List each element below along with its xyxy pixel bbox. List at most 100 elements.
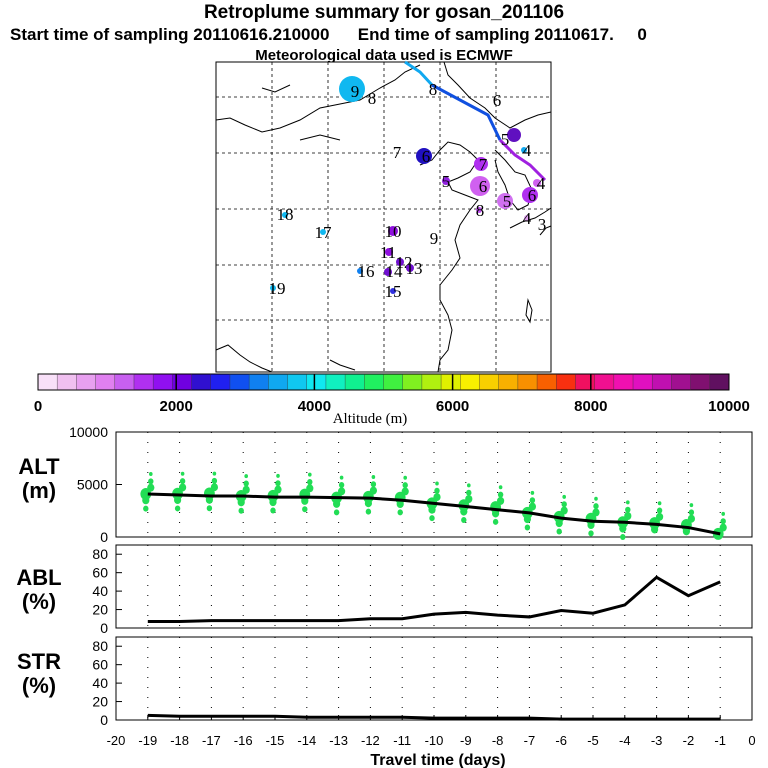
map-point-marker — [416, 148, 432, 164]
plume-particle — [687, 514, 696, 523]
trajectory-lines — [404, 60, 547, 182]
map-point-label: 4 — [523, 209, 532, 228]
map-point-marker — [406, 264, 414, 272]
map-point: 17 — [315, 223, 333, 242]
map-point-label: 9 — [430, 229, 439, 248]
map-point-label: 5 — [503, 192, 512, 211]
map-point: 10 — [385, 222, 402, 241]
plume-particle — [529, 497, 536, 504]
colorbar-swatch — [613, 374, 634, 390]
map-point-label: 8 — [476, 201, 485, 220]
plume-particle — [467, 483, 471, 488]
colorbar-swatch — [690, 374, 711, 390]
x-tick-label: -12 — [361, 733, 380, 748]
plume-particle — [333, 509, 340, 516]
y-tick-label: 0 — [100, 712, 108, 728]
plume-particle — [720, 518, 726, 525]
y-tick-label: 60 — [92, 565, 108, 581]
colorbar-swatch — [517, 374, 538, 390]
x-tick-label: -19 — [138, 733, 157, 748]
y-tick-label: 0 — [100, 620, 108, 636]
colorbar-tick-label: 2000 — [160, 398, 193, 415]
map-point-label: 14 — [386, 262, 404, 281]
map-point: 15 — [385, 282, 402, 301]
plume-particle — [333, 499, 341, 508]
plume-particle — [338, 487, 346, 496]
map-point: 4 — [521, 141, 532, 160]
map-gridlines — [216, 62, 551, 372]
plume-particle — [561, 501, 567, 508]
plume-particle — [147, 483, 155, 492]
map-point: 5 — [497, 192, 513, 211]
x-tick-label: -9 — [460, 733, 472, 748]
plume-particle — [560, 506, 568, 515]
colorbar-swatch — [325, 374, 346, 390]
map-point-label: 3 — [538, 215, 547, 234]
map-point-marker — [524, 215, 530, 221]
plume-particle — [428, 505, 436, 514]
x-tick-label: -10 — [425, 733, 444, 748]
plume-particle — [179, 478, 186, 485]
coastline-japan — [509, 207, 552, 236]
plume-particle — [401, 487, 409, 496]
plume-particle — [556, 528, 562, 535]
x-tick-label: -7 — [524, 733, 536, 748]
map-point-label: 16 — [358, 262, 375, 281]
plume-particle — [620, 534, 626, 540]
map-point: 3 — [538, 215, 547, 234]
y-tick-label: 20 — [92, 694, 108, 710]
y-axis-title: ALT — [18, 454, 60, 479]
plume-particle — [688, 509, 695, 516]
map-point: 7 — [393, 143, 402, 162]
colorbar-swatch — [575, 374, 596, 390]
y-axis-title: (%) — [22, 673, 56, 698]
plume-particle — [593, 503, 599, 510]
colorbar-swatch — [652, 374, 672, 390]
plume-particle — [651, 525, 659, 534]
abl-line — [147, 575, 721, 624]
plume-particle — [212, 471, 217, 476]
colorbar-swatch — [229, 374, 250, 390]
colorbar-swatch — [57, 374, 77, 390]
map-point-label: 15 — [385, 282, 402, 301]
end-time-label: End time of sampling 20110617. — [357, 25, 614, 44]
coastline-bohai — [419, 141, 479, 373]
coastline-interior — [261, 84, 341, 141]
plume-particle — [180, 471, 185, 476]
colorbar-swatch — [460, 374, 480, 390]
map-point: 4 — [523, 209, 532, 228]
plume-particle — [492, 518, 499, 525]
colorbar-swatch — [556, 374, 576, 390]
map-point-label: 10 — [385, 222, 402, 241]
y-tick-label: 80 — [92, 638, 108, 654]
colorbar-swatch — [133, 374, 154, 390]
map-point: 5 — [501, 128, 521, 149]
plume-particle — [429, 515, 435, 522]
map-point-label: 6 — [528, 186, 537, 205]
map-point-marker — [339, 76, 365, 102]
plume-particle — [619, 524, 627, 533]
x-tick-label: -17 — [202, 733, 221, 748]
plume-particle — [719, 523, 727, 532]
plume-particle — [179, 483, 187, 492]
map-point-marker — [442, 177, 450, 185]
plume-particle — [140, 487, 152, 500]
colorbar-swatch — [306, 374, 327, 390]
x-tick-label: -18 — [170, 733, 189, 748]
plume-particle — [302, 506, 308, 513]
plume-particle — [244, 474, 248, 479]
map-point-marker — [470, 176, 490, 196]
y-tick-label: 40 — [92, 675, 108, 691]
colorbar-tick-label: 10000 — [708, 398, 750, 415]
plume-particle — [592, 508, 600, 517]
plume-particle — [269, 498, 277, 507]
plume-particle — [338, 482, 345, 489]
abl-panel: 80 60 40 20 0 ABL(%) — [16, 544, 753, 636]
map-point: 11 — [380, 243, 396, 262]
y-axis-title: STR — [17, 649, 61, 674]
plume-particle — [364, 499, 372, 508]
plume-particle — [274, 485, 282, 494]
x-tick-label: 0 — [748, 733, 755, 748]
colorbar-swatch — [191, 374, 212, 390]
colorbar-tick-label: 4000 — [298, 398, 331, 415]
